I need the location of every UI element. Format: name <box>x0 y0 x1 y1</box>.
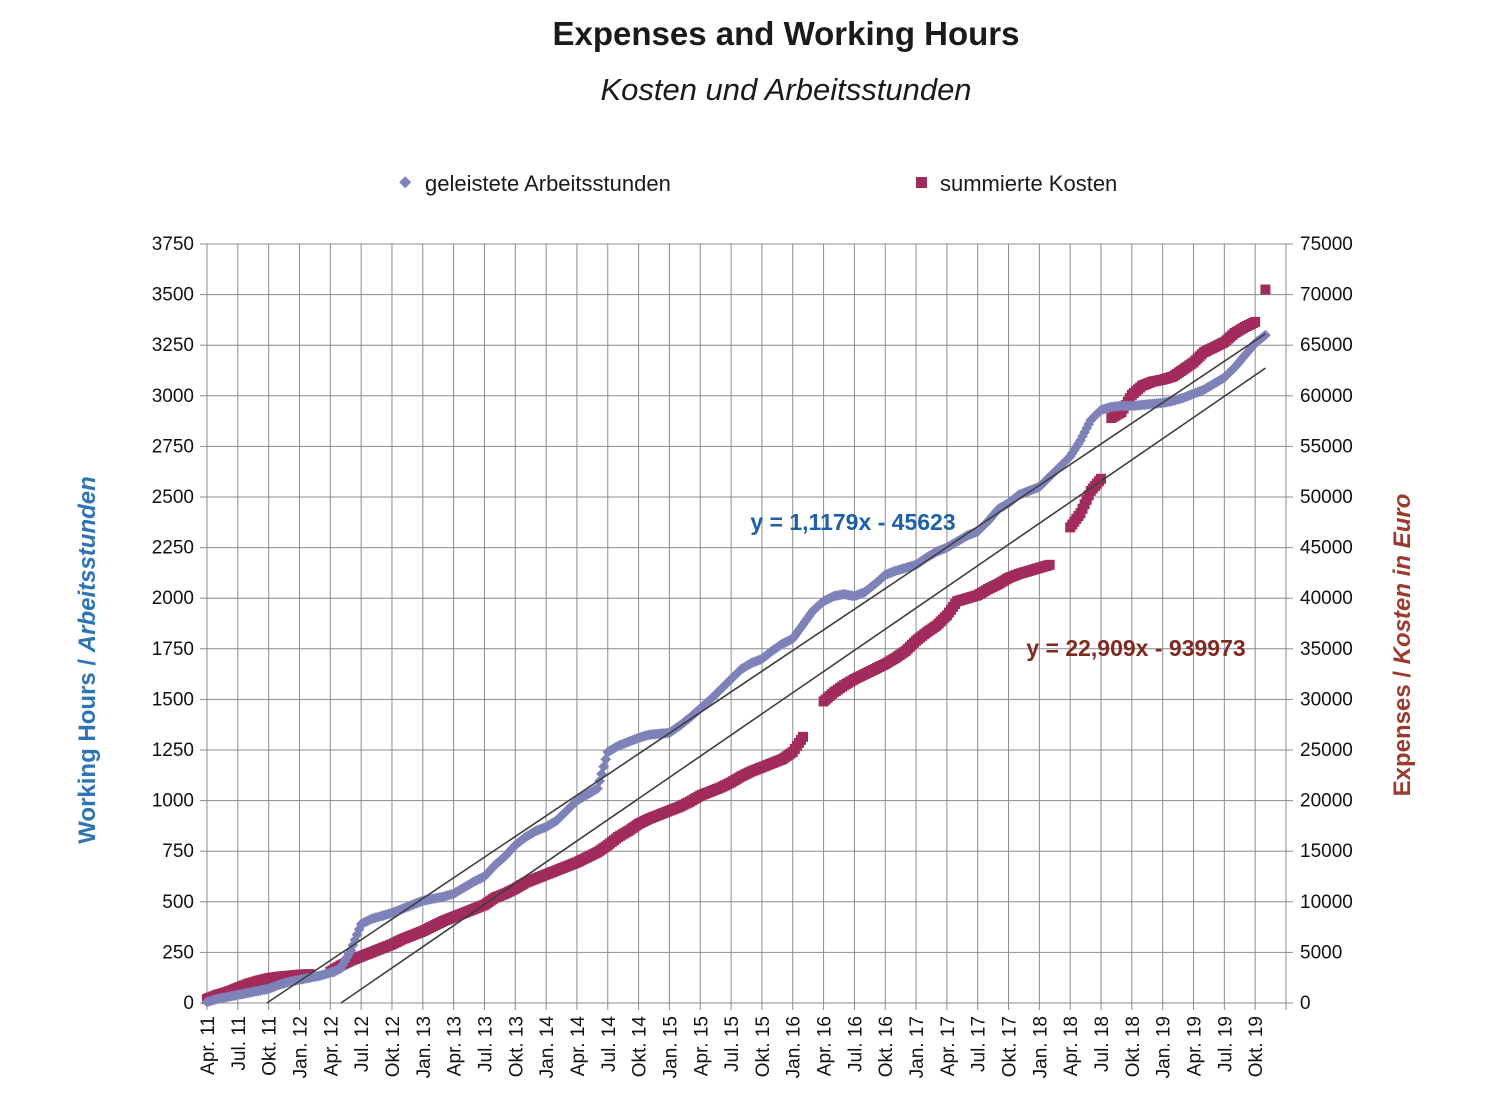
x-tick-label: Jul. 11 <box>229 1016 250 1071</box>
x-tick-label: Jan. 15 <box>660 1016 681 1078</box>
x-tick-label: Okt. 11 <box>260 1016 281 1076</box>
right-tick-label: 20000 <box>1300 791 1353 812</box>
x-tick-label: Jul. 17 <box>969 1016 990 1072</box>
right-tick-label: 15000 <box>1300 841 1353 862</box>
left-tick-label: 1750 <box>152 639 194 660</box>
x-tick-label: Jul. 12 <box>352 1016 373 1072</box>
gridlines <box>206 243 1287 1004</box>
left-tick-label: 1250 <box>152 740 194 761</box>
x-tick-label: Okt. 13 <box>506 1016 527 1077</box>
left-tick-label: 3500 <box>152 285 194 306</box>
right-tick-label: 50000 <box>1300 487 1353 508</box>
series-geleistete-arbeitsstunden <box>201 329 1271 1008</box>
legend-square-icon <box>916 177 927 188</box>
right-tick-label: 45000 <box>1300 538 1353 559</box>
left-axis-title-en: Working Hours / <box>74 652 101 844</box>
left-tick-label: 0 <box>183 993 194 1014</box>
legend-label-costs: summierte Kosten <box>940 171 1117 196</box>
trendline-equations: y = 1,1179x - 45623 y = 22,909x - 939973 <box>750 509 1245 661</box>
left-tick-label: 1000 <box>152 791 194 812</box>
left-axis-title-de: Arbeitsstunden <box>74 476 101 653</box>
x-tick-label: Okt. 15 <box>753 1016 774 1077</box>
x-tick-label: Jan. 12 <box>290 1016 311 1078</box>
right-tick-label: 5000 <box>1300 942 1342 963</box>
left-tick-label: 750 <box>162 841 194 862</box>
right-axis-tick-labels: 0 5000 10000 15000 20000 25000 30000 35000 40000… <box>1300 234 1353 1014</box>
axis-ticks <box>200 243 1293 1010</box>
legend: geleistete Arbeitsstunden summierte Kost… <box>399 171 1117 196</box>
x-tick-label: Okt. 14 <box>630 1016 651 1078</box>
x-tick-label: Jul. 19 <box>1215 1016 1236 1072</box>
x-tick-label: Okt. 19 <box>1246 1016 1267 1077</box>
x-tick-label: Apr. 11 <box>198 1016 219 1075</box>
right-tick-label: 0 <box>1300 993 1311 1014</box>
right-axis-title: Expenses / Kosten in Euro <box>1389 494 1416 797</box>
x-tick-label: Jul. 18 <box>1092 1016 1113 1072</box>
x-tick-label: Apr. 16 <box>815 1016 836 1076</box>
trendline <box>266 333 1266 1004</box>
left-tick-label: 1500 <box>152 689 194 710</box>
right-tick-label: 25000 <box>1300 740 1353 761</box>
left-tick-label: 500 <box>162 892 194 913</box>
left-tick-label: 3750 <box>152 234 194 255</box>
right-tick-label: 40000 <box>1300 588 1353 609</box>
x-tick-label: Jan. 13 <box>414 1016 435 1078</box>
right-tick-label: 35000 <box>1300 639 1353 660</box>
left-axis-title: Working Hours / Arbeitsstunden <box>74 476 101 844</box>
trendline <box>340 367 1266 1004</box>
right-tick-label: 30000 <box>1300 689 1353 710</box>
x-tick-label: Apr. 13 <box>445 1016 466 1076</box>
x-tick-label: Jul. 15 <box>722 1016 743 1072</box>
right-tick-label: 60000 <box>1300 386 1353 407</box>
x-tick-label: Apr. 18 <box>1061 1016 1082 1076</box>
x-tick-label: Jul. 16 <box>845 1016 866 1072</box>
trendline-equation: y = 1,1179x - 45623 <box>750 509 955 535</box>
right-tick-label: 75000 <box>1300 234 1353 255</box>
left-tick-label: 3250 <box>152 335 194 356</box>
left-tick-label: 2500 <box>152 487 194 508</box>
x-tick-label: Jul. 14 <box>599 1016 620 1072</box>
chart-title: Expenses and Working Hours <box>553 15 1020 52</box>
chart-subtitle: Kosten und Arbeitsstunden <box>600 72 971 107</box>
right-axis-title-de: Kosten in Euro <box>1389 494 1416 665</box>
x-tick-label: Jan. 14 <box>537 1016 558 1079</box>
trendline-equation: y = 22,909x - 939973 <box>1026 635 1245 661</box>
right-tick-label: 55000 <box>1300 436 1353 457</box>
x-tick-label: Apr. 15 <box>691 1016 712 1076</box>
x-tick-label: Jan. 16 <box>784 1016 805 1078</box>
left-axis-tick-labels: 0 250 500 750 1000 1250 1500 1750 2000 2250 2500 27… <box>152 234 194 1014</box>
left-tick-label: 2750 <box>152 436 194 457</box>
legend-diamond-icon <box>399 176 412 189</box>
x-tick-label: Apr. 14 <box>568 1016 589 1077</box>
x-tick-label: Apr. 19 <box>1185 1016 1206 1076</box>
x-tick-label: Apr. 17 <box>938 1016 959 1076</box>
left-tick-label: 2250 <box>152 538 194 559</box>
x-tick-label: Jan. 18 <box>1030 1016 1051 1078</box>
right-tick-label: 10000 <box>1300 892 1353 913</box>
left-tick-label: 3000 <box>152 386 194 407</box>
x-tick-label: Jul. 13 <box>475 1016 496 1072</box>
right-axis-title-en: Expenses / <box>1389 664 1416 796</box>
x-tick-label: Apr. 12 <box>321 1016 342 1076</box>
x-tick-label: Okt. 17 <box>1000 1016 1021 1077</box>
x-tick-label: Okt. 16 <box>876 1016 897 1077</box>
x-tick-label: Jan. 19 <box>1154 1016 1175 1078</box>
right-tick-label: 65000 <box>1300 335 1353 356</box>
legend-label-hours: geleistete Arbeitsstunden <box>425 171 671 196</box>
x-tick-label: Okt. 18 <box>1123 1016 1144 1077</box>
left-tick-label: 2000 <box>152 588 194 609</box>
trendlines <box>266 333 1266 1004</box>
right-tick-label: 70000 <box>1300 285 1353 306</box>
x-tick-label: Okt. 12 <box>383 1016 404 1077</box>
x-axis-tick-labels: Apr. 11 Jul. 11 Okt. 11 Jan. 12 Apr. 12 Jul. … <box>198 1016 1267 1079</box>
x-tick-label: Jan. 17 <box>907 1016 928 1078</box>
left-tick-label: 250 <box>162 942 194 963</box>
